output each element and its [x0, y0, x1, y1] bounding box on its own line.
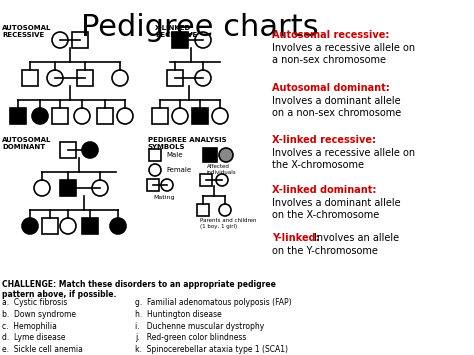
- Text: Involves a recessive allele on
the X-chromosome: Involves a recessive allele on the X-chr…: [272, 148, 415, 170]
- Text: CHALLENGE: Match these disorders to an appropriate pedigree
pattern above, if po: CHALLENGE: Match these disorders to an a…: [2, 280, 276, 299]
- Circle shape: [195, 70, 211, 86]
- Circle shape: [110, 218, 126, 234]
- Circle shape: [172, 108, 188, 124]
- Text: Y-linked:: Y-linked:: [272, 233, 319, 243]
- Bar: [192, 108, 208, 124]
- Bar: [72, 32, 88, 48]
- Bar: [147, 179, 159, 191]
- Circle shape: [112, 70, 128, 86]
- Circle shape: [212, 108, 228, 124]
- Circle shape: [32, 108, 48, 124]
- Bar: [172, 32, 188, 48]
- Text: X-LINKED
RECESSIVE: X-LINKED RECESSIVE: [155, 25, 197, 38]
- Text: PEDIGREE ANALYSIS
SYMBOLS: PEDIGREE ANALYSIS SYMBOLS: [148, 137, 227, 150]
- Bar: [82, 218, 98, 234]
- Bar: [60, 142, 76, 158]
- Circle shape: [219, 204, 231, 216]
- Text: a.  Cystic fibrosis
b.  Down syndrome
c.  Hemophilia
d.  Lyme disease
e.  Sickle: a. Cystic fibrosis b. Down syndrome c. H…: [2, 298, 83, 355]
- Circle shape: [117, 108, 133, 124]
- Bar: [203, 148, 217, 162]
- Text: Pedigree charts: Pedigree charts: [81, 13, 319, 42]
- Circle shape: [219, 148, 233, 162]
- Circle shape: [34, 180, 50, 196]
- Circle shape: [74, 108, 90, 124]
- Bar: [97, 108, 113, 124]
- Bar: [149, 149, 161, 161]
- Text: Involves a dominant allele
on a non-sex chromosome: Involves a dominant allele on a non-sex …: [272, 96, 401, 118]
- Bar: [77, 70, 93, 86]
- Bar: [152, 108, 168, 124]
- Circle shape: [161, 179, 173, 191]
- Circle shape: [149, 164, 161, 176]
- Bar: [10, 108, 26, 124]
- Text: Autosomal recessive:: Autosomal recessive:: [272, 30, 389, 40]
- Text: Autosomal dominant:: Autosomal dominant:: [272, 83, 390, 93]
- Bar: [200, 174, 212, 186]
- Circle shape: [52, 32, 68, 48]
- Bar: [22, 70, 38, 86]
- Circle shape: [47, 70, 63, 86]
- Text: g.  Familial adenomatous polyposis (FAP)
h.  Huntington disease
i.   Duchenne mu: g. Familial adenomatous polyposis (FAP) …: [135, 298, 292, 354]
- Text: Male: Male: [166, 152, 182, 158]
- Bar: [167, 70, 183, 86]
- Bar: [52, 108, 68, 124]
- Circle shape: [92, 180, 108, 196]
- Text: Affected
individuals: Affected individuals: [207, 164, 237, 175]
- Circle shape: [195, 32, 211, 48]
- Text: Parents and children
(1 boy, 1 girl): Parents and children (1 boy, 1 girl): [200, 218, 256, 229]
- Text: Mating: Mating: [153, 195, 174, 200]
- Bar: [42, 218, 58, 234]
- Text: Involves an allele: Involves an allele: [314, 233, 399, 243]
- Text: AUTOSOMAL
RECESSIVE: AUTOSOMAL RECESSIVE: [2, 25, 51, 38]
- Circle shape: [216, 174, 228, 186]
- Circle shape: [60, 218, 76, 234]
- Text: Involves a dominant allele
on the X-chromosome: Involves a dominant allele on the X-chro…: [272, 198, 401, 220]
- Text: X-linked recessive:: X-linked recessive:: [272, 135, 376, 145]
- Text: AUTOSOMAL
DOMINANT: AUTOSOMAL DOMINANT: [2, 137, 51, 150]
- Circle shape: [82, 142, 98, 158]
- Bar: [197, 204, 209, 216]
- Text: X-linked dominant:: X-linked dominant:: [272, 185, 376, 195]
- Text: Female: Female: [166, 167, 191, 173]
- Bar: [60, 180, 76, 196]
- Text: on the Y-chromosome: on the Y-chromosome: [272, 246, 378, 256]
- Text: Involves a recessive allele on
a non-sex chromosome: Involves a recessive allele on a non-sex…: [272, 43, 415, 65]
- Circle shape: [22, 218, 38, 234]
